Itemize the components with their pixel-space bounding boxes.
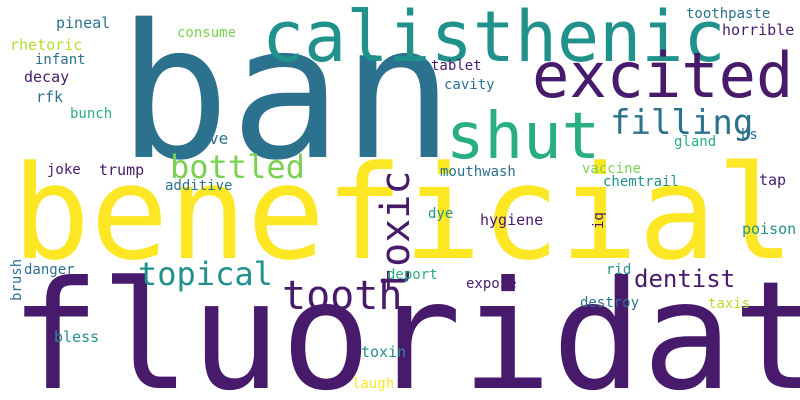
word-tooth: tooth bbox=[282, 273, 403, 319]
word-expose: expose bbox=[466, 276, 517, 292]
word-danger: danger bbox=[24, 262, 75, 278]
word-mouthwash: mouthwash bbox=[440, 164, 516, 180]
word-calisthenic: calisthenic bbox=[262, 0, 726, 78]
word-tap: tap bbox=[759, 171, 787, 189]
word-bottled: bottled bbox=[170, 148, 305, 186]
word-toothpaste: toothpaste bbox=[686, 6, 771, 22]
word-excited: excited bbox=[532, 39, 794, 112]
word-deport: deport bbox=[387, 267, 438, 283]
word-ve: ve bbox=[209, 129, 229, 148]
word-bless: bless bbox=[54, 328, 100, 346]
word-hygiene: hygiene bbox=[480, 211, 544, 229]
word-iq: iq bbox=[591, 212, 607, 229]
word-gland: gland bbox=[674, 134, 717, 150]
word-laugh: laugh bbox=[352, 376, 395, 392]
word-dye: dye bbox=[428, 206, 454, 222]
word-ban: ban bbox=[118, 0, 454, 201]
word-additive: additive bbox=[165, 178, 233, 194]
word-decay: decay bbox=[24, 68, 70, 86]
word-shut: shut bbox=[446, 100, 601, 174]
word-vaccine: vaccine bbox=[582, 161, 642, 177]
word-pineal: pineal bbox=[56, 14, 111, 32]
word-horrible: horrible bbox=[722, 21, 795, 39]
word-consume: consume bbox=[177, 25, 237, 41]
word-rfk: rfk bbox=[36, 88, 64, 106]
word-chemtrail: chemtrail bbox=[603, 174, 679, 190]
word-beneficial: beneficial bbox=[12, 137, 795, 289]
word-destroy: destroy bbox=[580, 295, 640, 311]
word-joke: joke bbox=[47, 162, 81, 178]
word-filling: filling bbox=[610, 103, 754, 143]
word-topical: topical bbox=[138, 255, 273, 293]
word-tablet: tablet bbox=[431, 58, 482, 74]
word-fluoridate: fluoridate bbox=[10, 250, 800, 400]
word-infant: infant bbox=[35, 52, 86, 68]
word-trump: trump bbox=[99, 161, 145, 179]
word-dentist: dentist bbox=[634, 265, 736, 293]
word-cavity: cavity bbox=[444, 77, 495, 93]
word-toxin: toxin bbox=[361, 343, 407, 361]
word-poison: poison bbox=[742, 220, 797, 238]
word-taxis: taxis bbox=[708, 296, 751, 312]
word-brush: brush bbox=[9, 258, 25, 301]
word-rid: rid bbox=[606, 262, 632, 278]
word-bs: bs bbox=[741, 127, 758, 143]
word-bunch: bunch bbox=[70, 106, 113, 122]
word-rhetoric: rhetoric bbox=[10, 36, 83, 54]
